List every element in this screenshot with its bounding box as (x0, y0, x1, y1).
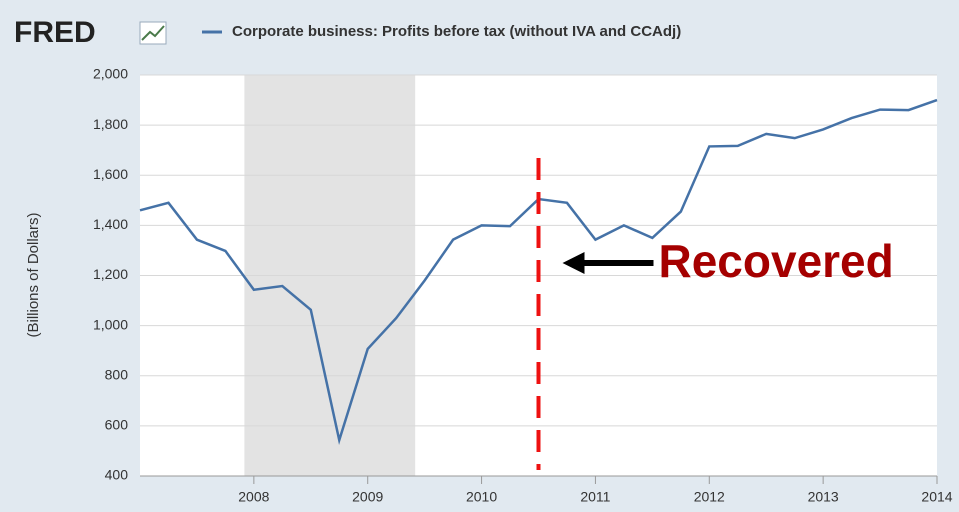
annotation-text: Recovered (659, 235, 894, 287)
y-tick-label: 1,000 (93, 316, 128, 332)
annotation-arrowhead (562, 252, 585, 274)
x-tick-label: 2014 (921, 489, 952, 505)
x-tick-label: 2013 (808, 489, 839, 505)
y-tick-label: 400 (105, 467, 129, 483)
x-tick-label: 2010 (466, 489, 497, 505)
y-tick-label: 1,600 (93, 166, 128, 182)
y-tick-label: 1,400 (93, 216, 128, 232)
x-tick-label: 2009 (352, 489, 383, 505)
x-tick-label: 2012 (694, 489, 725, 505)
y-tick-label: 1,200 (93, 266, 128, 282)
logo-icon (139, 21, 167, 45)
x-tick-label: 2008 (238, 489, 269, 505)
y-tick-label: 600 (105, 417, 129, 433)
y-tick-label: 2,000 (93, 66, 128, 82)
y-axis-label: (Billions of Dollars) (25, 212, 42, 337)
logo: FRED (14, 16, 96, 49)
y-tick-label: 1,800 (93, 116, 128, 132)
legend-label: Corporate business: Profits before tax (… (232, 23, 681, 40)
x-tick-label: 2011 (580, 489, 610, 505)
y-tick-label: 800 (105, 366, 129, 382)
